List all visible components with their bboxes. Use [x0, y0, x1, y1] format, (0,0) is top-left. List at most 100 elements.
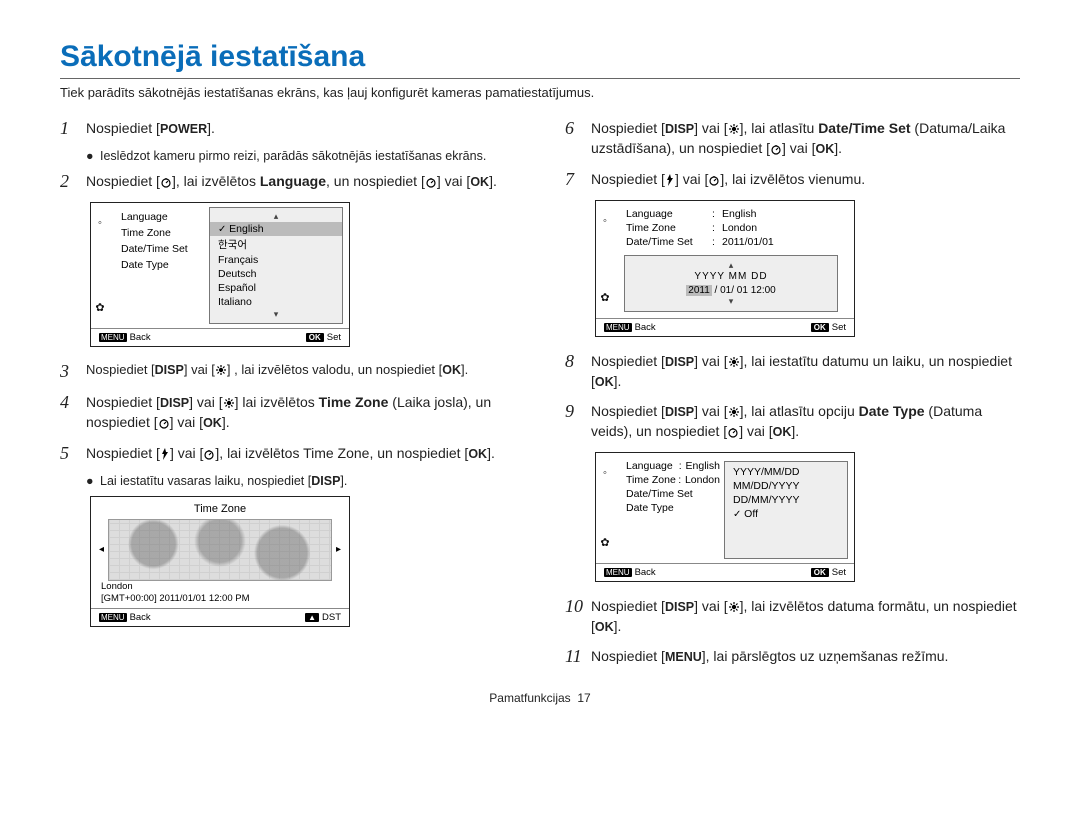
- bullet-icon: ●: [86, 149, 100, 163]
- ok-label: OK: [595, 375, 614, 389]
- timer-icon: [770, 143, 782, 155]
- step-10: 10 Nospiediet [DISP] vai [], lai izvēlēt…: [565, 596, 1020, 637]
- menu-label: MENU: [665, 650, 702, 664]
- menu-tag-icon: MENU: [604, 323, 632, 332]
- footer-section: Pamatfunkcijas: [489, 691, 570, 705]
- step-number: 5: [60, 443, 86, 464]
- step-8: 8 Nospiediet [DISP] vai [], lai iestatīt…: [565, 351, 1020, 392]
- content-columns: 1 Nospiediet [POWER]. ● Ieslēdzot kameru…: [60, 118, 1020, 677]
- step-number: 6: [565, 118, 591, 139]
- timer-icon: [727, 426, 739, 438]
- kv-row: Language:English: [614, 207, 848, 221]
- down-arrow-icon: ▾: [210, 309, 342, 320]
- options-panel: YYYY/MM/DDMM/DD/YYYYDD/MM/YYYYOff: [724, 461, 848, 559]
- disp-label: DISP: [160, 396, 189, 410]
- up-arrow-icon: ▴: [631, 260, 831, 271]
- macro-icon: [728, 123, 740, 135]
- tz-title: Time Zone: [99, 503, 341, 515]
- lcd-datetype: ◦ ✿ Language:EnglishTime Zone:LondonDate…: [595, 452, 855, 582]
- option-item: YYYY/MM/DD: [725, 465, 847, 479]
- bullet-icon: ●: [86, 474, 100, 488]
- step1-post: ].: [207, 120, 215, 136]
- step-text: Nospiediet [DISP] vai [], lai iestatītu …: [591, 351, 1020, 392]
- ok-label: OK: [468, 447, 487, 461]
- option-item: Français: [210, 253, 342, 267]
- flash-icon: [160, 448, 170, 460]
- dot-icon: ◦: [603, 467, 607, 479]
- date-rest: / 01/ 01 12:00: [712, 285, 776, 296]
- kv-row: Date Type: [614, 501, 720, 515]
- date-year: 2011: [686, 285, 712, 296]
- ok-tag-icon: OK: [811, 323, 829, 332]
- step-number: 4: [60, 392, 86, 413]
- back-label: Back: [635, 322, 656, 333]
- footer-page: 17: [577, 691, 590, 705]
- timer-icon: [425, 176, 437, 188]
- step-text: Nospiediet [MENU], lai pārslēgtos uz uzņ…: [591, 646, 1020, 666]
- macro-icon: [728, 356, 740, 368]
- date-editor: ▴ YYYY MM DD 2011 / 01/ 01 12:00 ▾: [624, 255, 838, 312]
- menu-tag-icon: MENU: [99, 613, 127, 622]
- lcd-language: ◦ ✿ LanguageTime ZoneDate/Time SetDate T…: [90, 202, 350, 347]
- step-3: 3 Nospiediet [DISP] vai [] , lai izvēlēt…: [60, 361, 515, 382]
- world-map: [108, 519, 332, 581]
- step-number: 8: [565, 351, 591, 372]
- step-5: 5 Nospiediet [] vai [], lai izvēlētos Ti…: [60, 443, 515, 464]
- dot-icon: ◦: [603, 215, 607, 227]
- kv-row: Time Zone:London: [614, 221, 848, 235]
- lcd-datetime: ◦ ✿ Language:EnglishTime Zone:LondonDate…: [595, 200, 855, 337]
- screen-footer: MENUBack ▲DST: [91, 608, 349, 626]
- bold-datetime: Date/Time Set: [818, 120, 910, 136]
- step-number: 1: [60, 118, 86, 139]
- step-number: 2: [60, 171, 86, 192]
- disp-label: DISP: [665, 122, 694, 136]
- ok-label: OK: [203, 416, 222, 430]
- disp-label: DISP: [665, 355, 694, 369]
- option-item: Español: [210, 281, 342, 295]
- option-item: Italiano: [210, 295, 342, 309]
- side-icons: ◦ ✿: [596, 453, 614, 563]
- set-label: Set: [832, 322, 846, 333]
- ok-label: OK: [442, 363, 461, 377]
- set-label: Set: [832, 567, 846, 578]
- tz-city: London: [101, 581, 339, 592]
- step1-pre: Nospiediet [: [86, 120, 160, 136]
- screen-footer: MENUBack OKSet: [596, 563, 854, 581]
- kv-row: Language:English: [614, 459, 720, 473]
- timer-icon: [203, 448, 215, 460]
- dot-icon: ◦: [98, 217, 102, 229]
- macro-icon: [728, 601, 740, 613]
- menu-item: Date Type: [109, 257, 205, 273]
- step-text: Nospiediet [POWER].: [86, 118, 515, 138]
- page-title: Sākotnējā iestatīšana: [60, 40, 1020, 79]
- step-9: 9 Nospiediet [DISP] vai [], lai atlasītu…: [565, 401, 1020, 442]
- lcd-timezone: Time Zone ◂ ▸ London [GMT+00:00] 2011/01…: [90, 496, 350, 627]
- down-arrow-icon: ▾: [631, 296, 831, 307]
- step-text: Nospiediet [] vai [], lai izvēlētos vien…: [591, 169, 1020, 189]
- timer-icon: [708, 174, 720, 186]
- step-6: 6 Nospiediet [DISP] vai [], lai atlasītu…: [565, 118, 1020, 159]
- step-text: Nospiediet [DISP] vai [] , lai izvēlētos…: [86, 361, 515, 380]
- left-column: 1 Nospiediet [POWER]. ● Ieslēdzot kameru…: [60, 118, 515, 677]
- kv-row: Date/Time Set:2011/01/01: [614, 235, 848, 249]
- ok-label: OK: [815, 142, 834, 156]
- timer-icon: [160, 176, 172, 188]
- menu-item: Time Zone: [109, 225, 205, 241]
- date-head: YYYY MM DD: [631, 271, 831, 282]
- menu-left: LanguageTime ZoneDate/Time SetDate Type: [109, 203, 209, 328]
- gear-icon: ✿: [600, 291, 609, 304]
- disp-label: DISP: [665, 600, 694, 614]
- menu-left: Language:EnglishTime Zone:LondonDate/Tim…: [614, 453, 724, 563]
- kv-row: Time Zone:London: [614, 473, 720, 487]
- tz-gmt: [GMT+00:00] 2011/01/01 12:00 PM: [101, 593, 339, 604]
- screen-footer: MENUBack OKSet: [596, 318, 854, 336]
- step-1: 1 Nospiediet [POWER].: [60, 118, 515, 139]
- step-text: Nospiediet [DISP] vai [], lai izvēlētos …: [591, 596, 1020, 637]
- power-label: POWER: [160, 122, 207, 136]
- side-icons: ◦ ✿: [596, 201, 614, 318]
- ok-tag-icon: OK: [306, 333, 324, 342]
- bold-datetype: Date Type: [859, 403, 925, 419]
- menu-tag-icon: MENU: [604, 568, 632, 577]
- step-number: 9: [565, 401, 591, 422]
- step1-bullet: ● Ieslēdzot kameru pirmo reizi, parādās …: [86, 149, 515, 163]
